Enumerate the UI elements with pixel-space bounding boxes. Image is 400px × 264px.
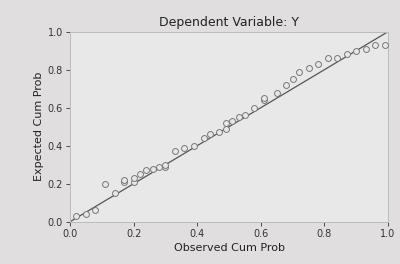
Point	[261, 98, 267, 102]
Point	[344, 52, 350, 56]
Point	[223, 121, 229, 125]
Point	[274, 90, 280, 95]
Point	[121, 178, 127, 182]
Point	[353, 49, 359, 53]
Point	[200, 136, 207, 140]
Point	[315, 62, 321, 66]
Point	[372, 43, 378, 47]
X-axis label: Observed Cum Prob: Observed Cum Prob	[174, 243, 284, 253]
Point	[334, 56, 340, 60]
Point	[242, 113, 248, 117]
Point	[191, 144, 197, 148]
Point	[305, 66, 312, 70]
Point	[216, 130, 223, 135]
Point	[290, 77, 296, 81]
Point	[130, 176, 137, 180]
Point	[143, 168, 150, 173]
Point	[382, 43, 388, 47]
Point	[362, 47, 369, 51]
Point	[162, 163, 169, 167]
Point	[156, 164, 162, 169]
Point	[251, 106, 258, 110]
Point	[162, 164, 169, 169]
Point	[130, 180, 137, 184]
Point	[92, 208, 99, 213]
Point	[121, 180, 127, 184]
Point	[137, 172, 143, 176]
Point	[73, 214, 80, 218]
Point	[324, 56, 331, 60]
Point	[296, 69, 302, 74]
Point	[172, 149, 178, 154]
Point	[102, 182, 108, 186]
Point	[261, 96, 267, 100]
Point	[150, 166, 156, 171]
Point	[181, 145, 188, 150]
Point	[235, 115, 242, 119]
Point	[283, 83, 290, 87]
Point	[111, 191, 118, 195]
Y-axis label: Expected Cum Prob: Expected Cum Prob	[34, 72, 44, 181]
Point	[223, 126, 229, 131]
Point	[229, 119, 235, 123]
Point	[83, 212, 89, 216]
Title: Dependent Variable: Y: Dependent Variable: Y	[159, 16, 299, 29]
Point	[207, 132, 213, 136]
